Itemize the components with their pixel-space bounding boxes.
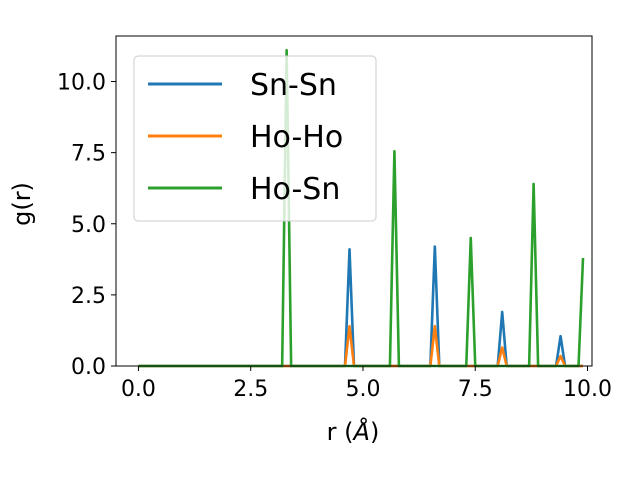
legend: Sn-Sn Ho-Ho Ho-Sn xyxy=(133,55,377,222)
y-tick-label: 0.0 xyxy=(71,355,106,380)
y-tick-label: 2.5 xyxy=(71,284,106,309)
x-tick-label: 7.5 xyxy=(458,377,493,402)
legend-box xyxy=(133,55,377,222)
x-tick-label: 5.0 xyxy=(345,377,380,402)
x-axis: 0.0 2.5 5.0 7.5 10.0 xyxy=(121,366,612,402)
legend-label-sn-sn: Sn-Sn xyxy=(250,68,337,103)
x-tick-label: 2.5 xyxy=(233,377,268,402)
plot-frame xyxy=(115,35,593,367)
y-axis: 0.0 2.5 5.0 7.5 10.0 xyxy=(57,71,116,380)
y-tick-label: 5.0 xyxy=(71,213,106,238)
y-tick-label: 7.5 xyxy=(71,142,106,167)
y-tick-label: 10.0 xyxy=(57,71,106,96)
x-axis-label: r (Å) xyxy=(327,417,380,446)
y-axis-label: g(r) xyxy=(8,182,36,226)
x-tick-label: 10.0 xyxy=(563,377,612,402)
series-line-sn-sn xyxy=(138,245,584,368)
series-line-ho-ho xyxy=(138,324,584,368)
x-tick-label: 0.0 xyxy=(121,377,156,402)
legend-label-ho-ho: Ho-Ho xyxy=(250,120,343,155)
legend-label-ho-sn: Ho-Sn xyxy=(250,172,340,207)
